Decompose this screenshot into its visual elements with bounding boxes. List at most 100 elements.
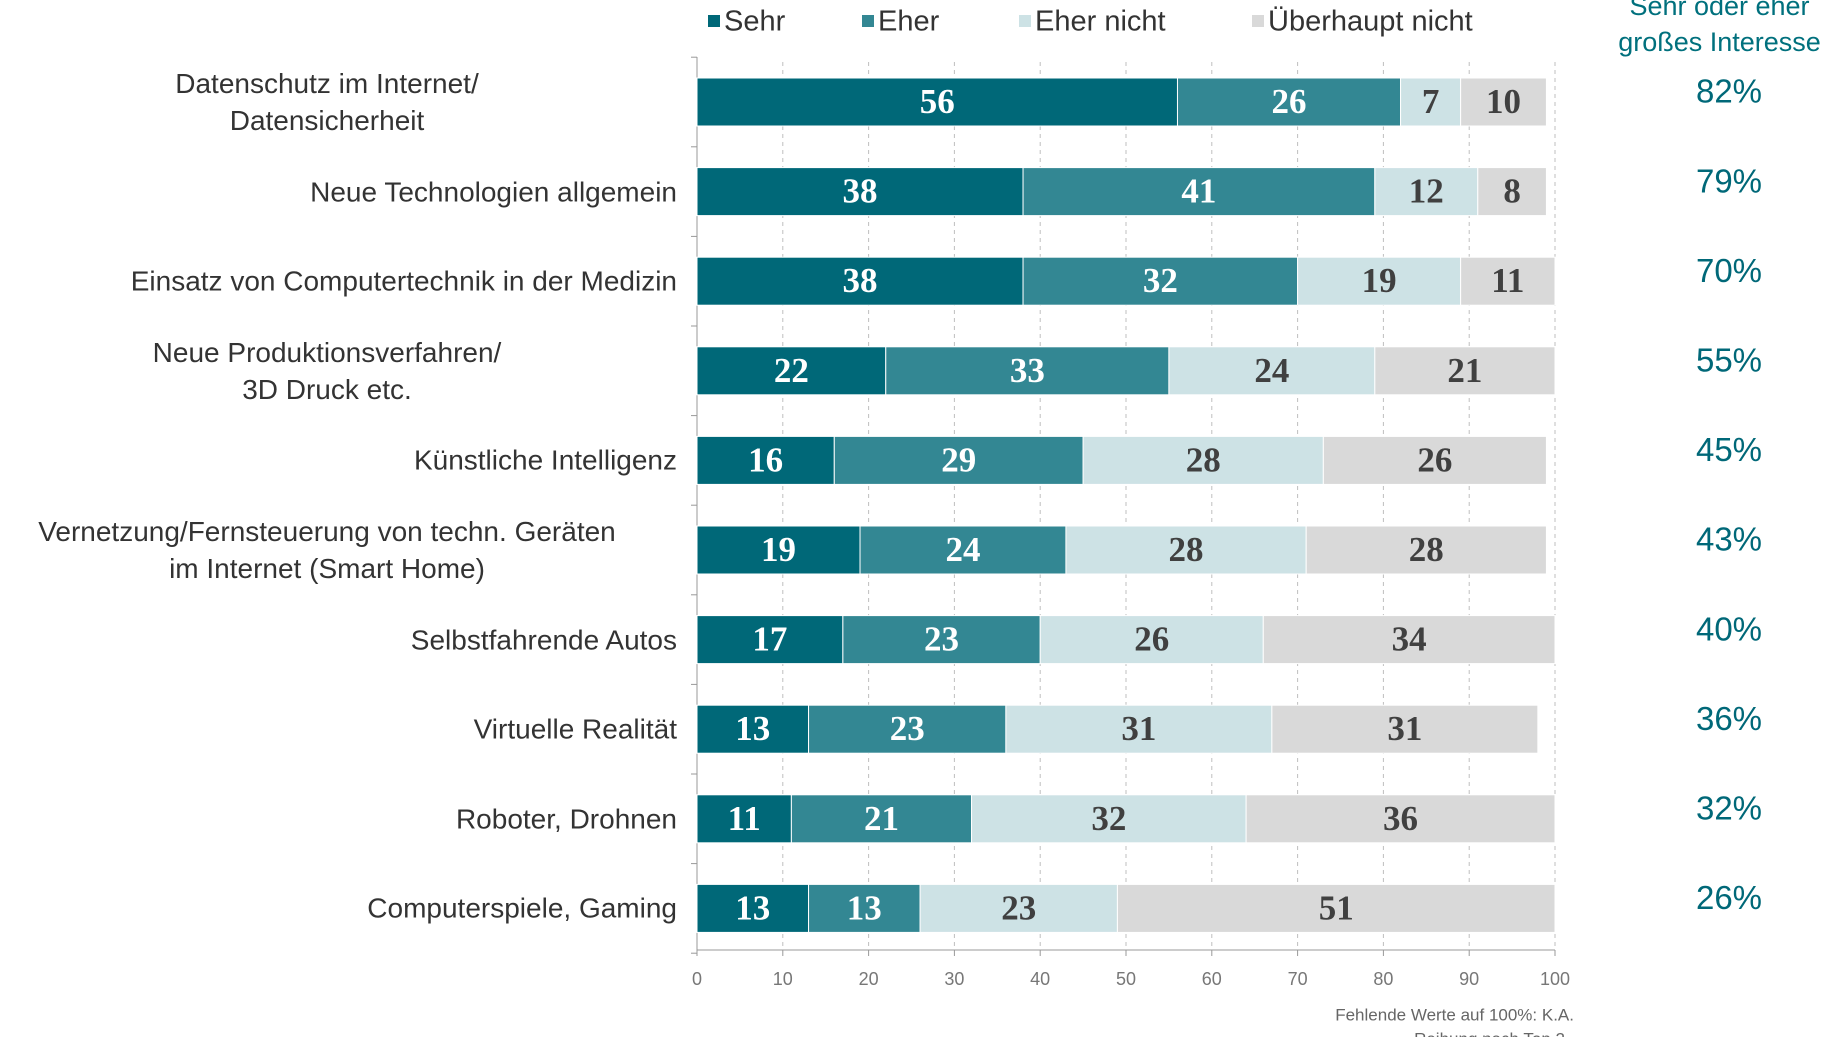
x-tick-label: 90	[1459, 969, 1479, 989]
top2-label: 70%	[1696, 252, 1762, 289]
value-label: 29	[941, 440, 976, 479]
value-label: 33	[1010, 351, 1045, 390]
footnote: Fehlende Werte auf 100%: K.A.	[1335, 1005, 1574, 1024]
top2-label: 32%	[1696, 790, 1762, 827]
value-label: 32	[1143, 261, 1178, 300]
x-tick-label: 70	[1288, 969, 1308, 989]
category-label: Einsatz von Computertechnik in der Mediz…	[130, 265, 677, 297]
value-label: 38	[843, 261, 878, 300]
top2-label: 79%	[1696, 162, 1762, 199]
bar-segment	[1245, 794, 1556, 844]
value-label: 51	[1319, 888, 1354, 927]
value-label: 21	[1447, 351, 1482, 390]
top2-label: 45%	[1696, 431, 1762, 468]
value-label: 28	[1186, 440, 1221, 479]
x-tick-label: 40	[1030, 969, 1050, 989]
bar-segment	[1262, 615, 1556, 665]
bar-segment	[1116, 883, 1556, 933]
bar-segment	[1297, 256, 1462, 306]
bar-segment	[696, 346, 887, 396]
legend-swatch	[1252, 15, 1264, 27]
bar-segment	[842, 615, 1041, 665]
value-label: 38	[843, 172, 878, 211]
category-label: Vernetzung/Fernsteuerung von techn. Gerä…	[38, 516, 616, 584]
value-label: 28	[1409, 530, 1444, 569]
bar-segment	[885, 346, 1170, 396]
value-label: 23	[924, 620, 959, 659]
value-label: 13	[735, 888, 770, 927]
value-label: 31	[1387, 709, 1422, 748]
bar-segment	[696, 256, 1024, 306]
value-label: 21	[864, 799, 899, 838]
legend-swatch	[708, 15, 720, 27]
legend-swatch	[1019, 15, 1031, 27]
x-tick-label: 50	[1116, 969, 1136, 989]
category-label: Neue Technologien allgemein	[310, 176, 677, 208]
bar-segment	[808, 883, 921, 933]
bar-segment	[696, 704, 810, 754]
bar-segment	[1082, 435, 1324, 485]
value-label: 7	[1422, 82, 1440, 121]
category-label: Roboter, Drohnen	[455, 803, 677, 835]
bar-segment	[696, 525, 861, 575]
category-label: Computerspiele, Gaming	[367, 892, 677, 924]
value-label: 41	[1181, 172, 1216, 211]
bar-segment	[696, 77, 1178, 127]
bar-segment	[1374, 167, 1479, 217]
value-label: 17	[752, 620, 787, 659]
bar-segment	[1039, 615, 1264, 665]
value-label: 24	[1254, 351, 1289, 390]
value-label: 11	[1491, 261, 1524, 300]
top2-label: 43%	[1696, 521, 1762, 558]
bar-segment	[790, 794, 973, 844]
bar-segment	[1176, 77, 1402, 127]
value-label: 34	[1392, 620, 1427, 659]
value-label: 13	[847, 888, 882, 927]
value-label: 36	[1383, 799, 1418, 838]
value-label: 12	[1409, 172, 1444, 211]
bar-segment	[859, 525, 1067, 575]
x-tick-label: 0	[692, 969, 702, 989]
x-tick-label: 20	[859, 969, 879, 989]
value-label: 8	[1503, 172, 1521, 211]
x-tick-label: 100	[1540, 969, 1570, 989]
footnote: Reihung nach Top 2	[1414, 1029, 1565, 1037]
value-label: 26	[1134, 620, 1169, 659]
top2-label: 36%	[1696, 700, 1762, 737]
value-label: 11	[728, 799, 761, 838]
value-label: 22	[774, 351, 809, 390]
value-label: 23	[1001, 888, 1036, 927]
bar-segment	[1271, 704, 1539, 754]
bar-segment	[1460, 77, 1547, 127]
value-label: 16	[748, 440, 783, 479]
x-tick-label: 30	[944, 969, 964, 989]
bar-segment	[1022, 256, 1299, 306]
bar-segment	[971, 794, 1247, 844]
bar-segment	[1305, 525, 1547, 575]
top2-label: 82%	[1696, 73, 1762, 110]
top2-label: 26%	[1696, 879, 1762, 916]
bar-segment	[808, 704, 1007, 754]
category-label: Neue Produktionsverfahren/ 3D Druck etc.	[152, 336, 502, 405]
bar-segment	[696, 615, 844, 665]
bar-segment	[1400, 77, 1462, 127]
bar-segment	[1022, 167, 1376, 217]
bar-segment	[696, 794, 792, 844]
top2-title: Sehr oder eher großes Interesse	[1618, 0, 1821, 57]
x-tick-label: 10	[773, 969, 793, 989]
category-label: Datenschutz im Internet/ Datensicherheit	[175, 68, 479, 136]
bar-segment	[833, 435, 1084, 485]
category-label: Künstliche Intelligenz	[413, 444, 677, 476]
value-label: 26	[1417, 440, 1452, 479]
bar-segment	[919, 883, 1118, 933]
bar-segment	[1005, 704, 1273, 754]
bar-segment	[1322, 435, 1547, 485]
legend-label: Sehr	[724, 6, 786, 38]
value-label: 19	[1362, 261, 1397, 300]
legend-swatch	[862, 15, 874, 27]
value-label: 28	[1169, 530, 1204, 569]
top2-label: 55%	[1696, 342, 1762, 379]
bar-segment	[1460, 256, 1556, 306]
